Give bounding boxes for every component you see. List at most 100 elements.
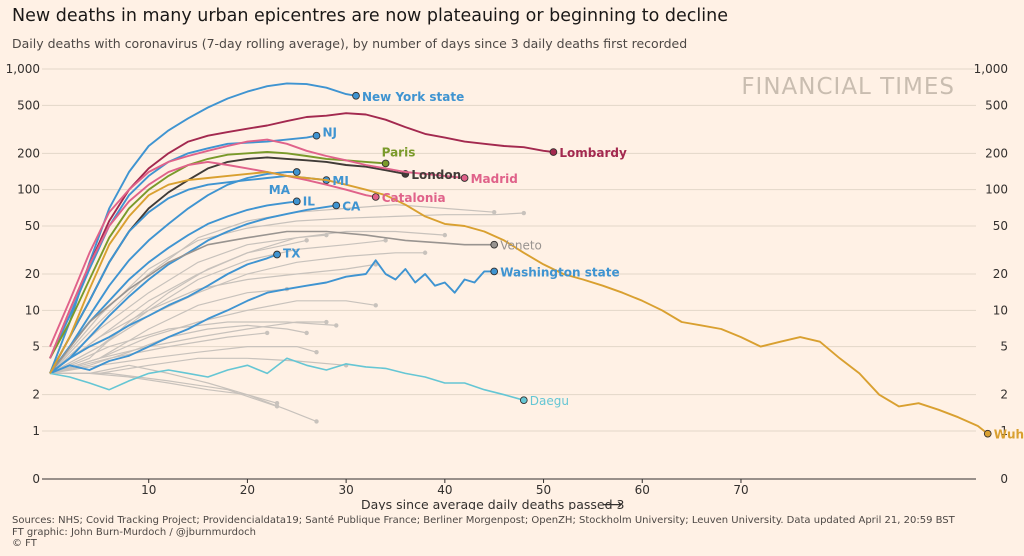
series-line-mi [49,174,327,374]
background-series-end-marker [274,400,280,406]
background-series-line [49,252,426,374]
gridlines [42,68,976,432]
series-line-catalonia [49,160,376,359]
series-line-paris [49,151,386,359]
series-label-london: London [411,168,461,182]
y-tick-label-right: 2 [1000,388,1008,402]
x-tick-label: 40 [437,483,452,497]
background-series-end-marker [521,210,527,216]
background-series-line [49,300,376,374]
series-label-ca: CA [342,199,361,213]
background-series-end-marker [334,323,339,328]
y-tick-label-left: 5 [32,340,40,354]
series-line-veneto [49,230,495,374]
series-end-marker-veneto [490,240,499,249]
series-label-madrid: Madrid [471,172,518,186]
background-series-line [49,263,376,374]
series-end-marker-lombardy [549,148,558,156]
y-tick-label-right: 5 [1000,340,1008,354]
series-end-marker-daegu [519,396,528,405]
credit-line: FT graphic: John Burn-Murdoch / @jburnmu… [12,526,256,538]
y-tick-label-left: 1 [32,424,40,438]
background-series-end-marker [324,232,329,238]
background-series-line [49,332,268,374]
background-series-line [49,324,307,374]
footer-source: Sources: NHS; Covid Tracking Project; Pr… [12,515,955,550]
x-tick-label: 20 [240,483,255,497]
background-series-end-marker [304,238,309,243]
x-tick-label: 50 [536,483,551,497]
series-line-washington-state [49,259,495,375]
y-tick-label-right: 500 [985,98,1008,112]
y-tick-label-left: 100 [17,183,40,197]
series-end-marker-catalonia [371,193,380,201]
y-tick-label-right: 1 [1000,424,1008,438]
series-label-new-york-state: New York state [362,90,464,104]
background-series-end-marker [442,232,448,238]
background-series-end-marker [264,330,270,336]
series-label-il: IL [303,194,315,208]
background-series-end-marker [314,419,319,424]
y-tick-label-left: 200 [17,146,40,160]
series-end-marker-ma [292,168,301,176]
series-end-marker-wuhan [983,429,992,438]
background-series-end-marker [491,210,497,215]
x-axis: 10 20 30 40 50 60 70 [42,478,976,497]
series-line-ma [49,171,297,374]
y-tick-label-right: 1,000 [974,62,1008,76]
source-line: Sources: NHS; Covid Tracking Project; Pr… [12,515,955,526]
background-series-end-marker [422,250,428,255]
series-label-catalonia: Catalonia [382,191,446,205]
series-line-madrid [49,138,465,347]
background-series-end-marker [304,330,309,336]
series-line-wuhan [49,171,989,435]
series-end-marker-madrid [460,174,469,182]
y-tick-label-right: 10 [993,303,1008,317]
series-line-tx [49,253,278,375]
background-series [49,204,527,424]
series-labels: New York state Lombardy NJ Paris London Madri… [269,90,1024,442]
background-series-line [49,288,287,374]
background-series-line [49,321,337,374]
series-label-paris: Paris [382,145,416,159]
chart-title: New deaths in many urban epicentres are … [12,6,728,26]
y-tick-label-right: 100 [985,183,1008,197]
series-end-marker-nj [312,131,321,140]
y-tick-label-left: 500 [17,98,40,112]
background-series-line [49,212,524,374]
background-series-end-marker [324,319,329,325]
background-series-line [49,239,386,374]
background-series-line [49,234,327,374]
series-label-nj: NJ [323,126,338,140]
series-label-wuhan: Wuhan [994,428,1024,442]
background-series-end-marker [373,303,378,308]
highlighted-series [49,82,992,438]
background-series-end-marker [314,349,319,355]
series-label-ma: MA [269,183,291,197]
y-tick-label-left: 0 [32,472,40,486]
series-end-marker-paris [381,159,390,168]
x-axis-label: Days since average daily deaths passed 3 [361,497,624,510]
series-line-nj [49,134,317,359]
y-tick-label-right: 50 [993,219,1008,233]
y-tick-label-right: 200 [985,146,1008,160]
series-end-marker-new-york-state [352,91,360,100]
series-end-marker-il [292,197,301,206]
background-series-end-marker [274,404,280,409]
series-label-veneto: Veneto [500,239,542,253]
background-series-line [50,372,317,422]
series-end-marker-tx [273,250,281,259]
background-series-line [50,372,278,407]
y-tick-label-left: 1,000 [6,62,40,76]
series-line-daegu [49,357,525,401]
series-label-lombardy: Lombardy [559,146,627,160]
series-label-tx: TX [283,247,301,261]
x-tick-label: 30 [338,483,353,497]
x-tick-label: 60 [635,483,650,497]
series-end-marker-ca [332,201,341,210]
x-axis-arrow: ⟶ [602,497,622,510]
y-tick-label-left: 10 [25,303,40,317]
watermark-logo: FINANCIAL TIMES [741,74,955,100]
series-line-ca [49,204,337,375]
